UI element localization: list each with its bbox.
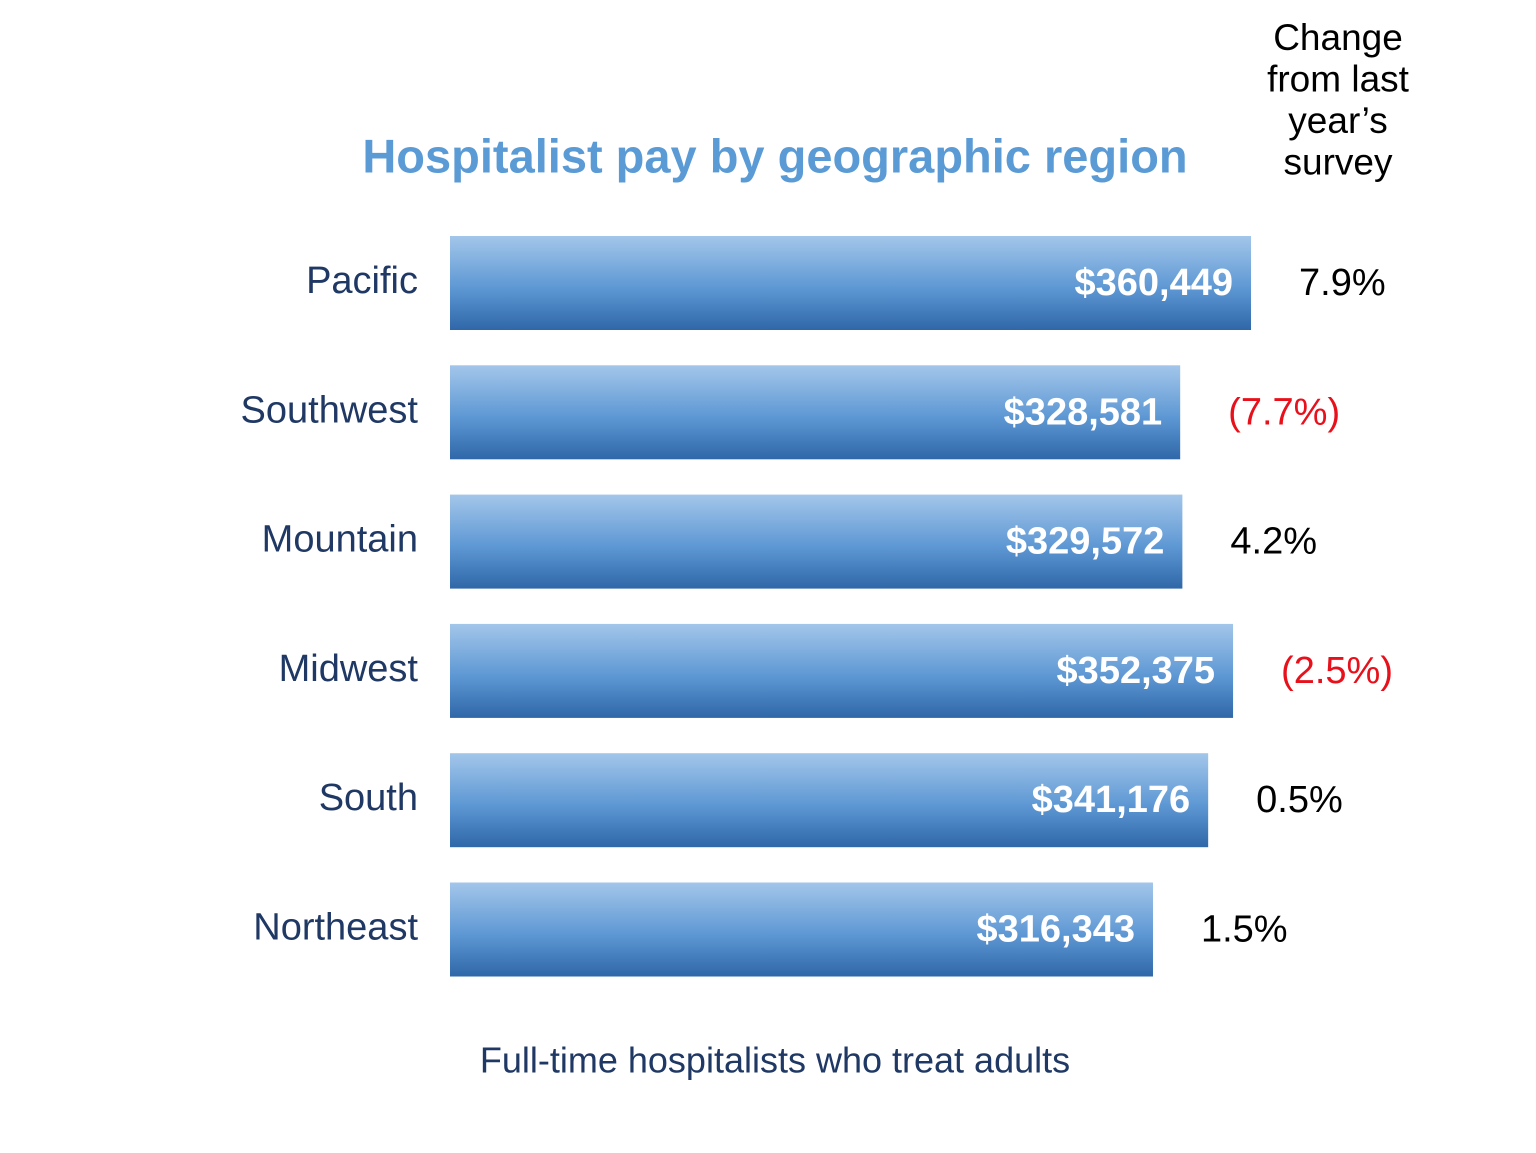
category-label: Midwest bbox=[279, 648, 419, 690]
bar bbox=[450, 365, 1181, 460]
change-header: from last bbox=[1267, 58, 1410, 99]
change-label: (2.5%) bbox=[1281, 650, 1393, 692]
value-label: $360,449 bbox=[1075, 262, 1234, 304]
bar bbox=[450, 882, 1153, 977]
bar bbox=[450, 623, 1234, 718]
category-label: Southwest bbox=[241, 389, 419, 431]
bar bbox=[450, 494, 1183, 589]
category-label: Pacific bbox=[306, 260, 418, 302]
change-label: 0.5% bbox=[1256, 779, 1343, 821]
change-header: year’s bbox=[1288, 100, 1387, 141]
change-label: 1.5% bbox=[1201, 909, 1288, 951]
value-label: $329,572 bbox=[1006, 521, 1165, 563]
bar bbox=[450, 236, 1251, 330]
category-label: Northeast bbox=[253, 907, 418, 949]
change-header: Change bbox=[1273, 17, 1403, 58]
category-label: Mountain bbox=[262, 519, 418, 561]
change-label: 4.2% bbox=[1230, 521, 1317, 563]
chart-title: Hospitalist pay by geographic region bbox=[362, 129, 1187, 182]
value-label: $341,176 bbox=[1032, 779, 1191, 821]
value-label: $328,581 bbox=[1004, 391, 1163, 433]
change-header: survey bbox=[1284, 141, 1393, 182]
value-label: $352,375 bbox=[1057, 650, 1216, 692]
category-label: South bbox=[319, 777, 418, 819]
bar bbox=[450, 753, 1209, 848]
change-label: 7.9% bbox=[1299, 262, 1386, 304]
value-label: $316,343 bbox=[976, 909, 1135, 951]
chart-subtitle: Full-time hospitalists who treat adults bbox=[480, 1040, 1070, 1081]
change-label: (7.7%) bbox=[1228, 391, 1340, 433]
